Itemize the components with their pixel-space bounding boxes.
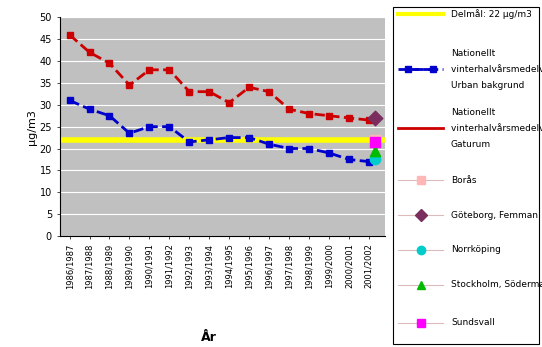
Text: Nationellt: Nationellt [451,108,495,117]
Text: Delmål: 22 µg/m3: Delmål: 22 µg/m3 [451,9,532,19]
Point [371,157,379,162]
Text: Sundsvall: Sundsvall [451,318,495,327]
Text: År: År [201,331,217,344]
Text: Gaturum: Gaturum [451,139,491,149]
Text: Norrköping: Norrköping [451,245,501,254]
Text: Nationellt: Nationellt [451,49,495,58]
Text: Stockholm, Södermalm: Stockholm, Södermalm [451,280,542,289]
Text: Urban bakgrund: Urban bakgrund [451,81,524,90]
Text: Göteborg, Femman: Göteborg, Femman [451,211,538,220]
Y-axis label: µg/m3: µg/m3 [27,109,37,145]
Text: vinterhalvårsmedelvärde -: vinterhalvårsmedelvärde - [451,65,542,74]
Point [371,115,379,121]
Point [371,139,379,145]
Point [371,148,379,153]
Text: Borås: Borås [451,176,476,185]
Text: vinterhalvårsmedelvärde -: vinterhalvårsmedelvärde - [451,124,542,133]
Point [371,137,379,143]
